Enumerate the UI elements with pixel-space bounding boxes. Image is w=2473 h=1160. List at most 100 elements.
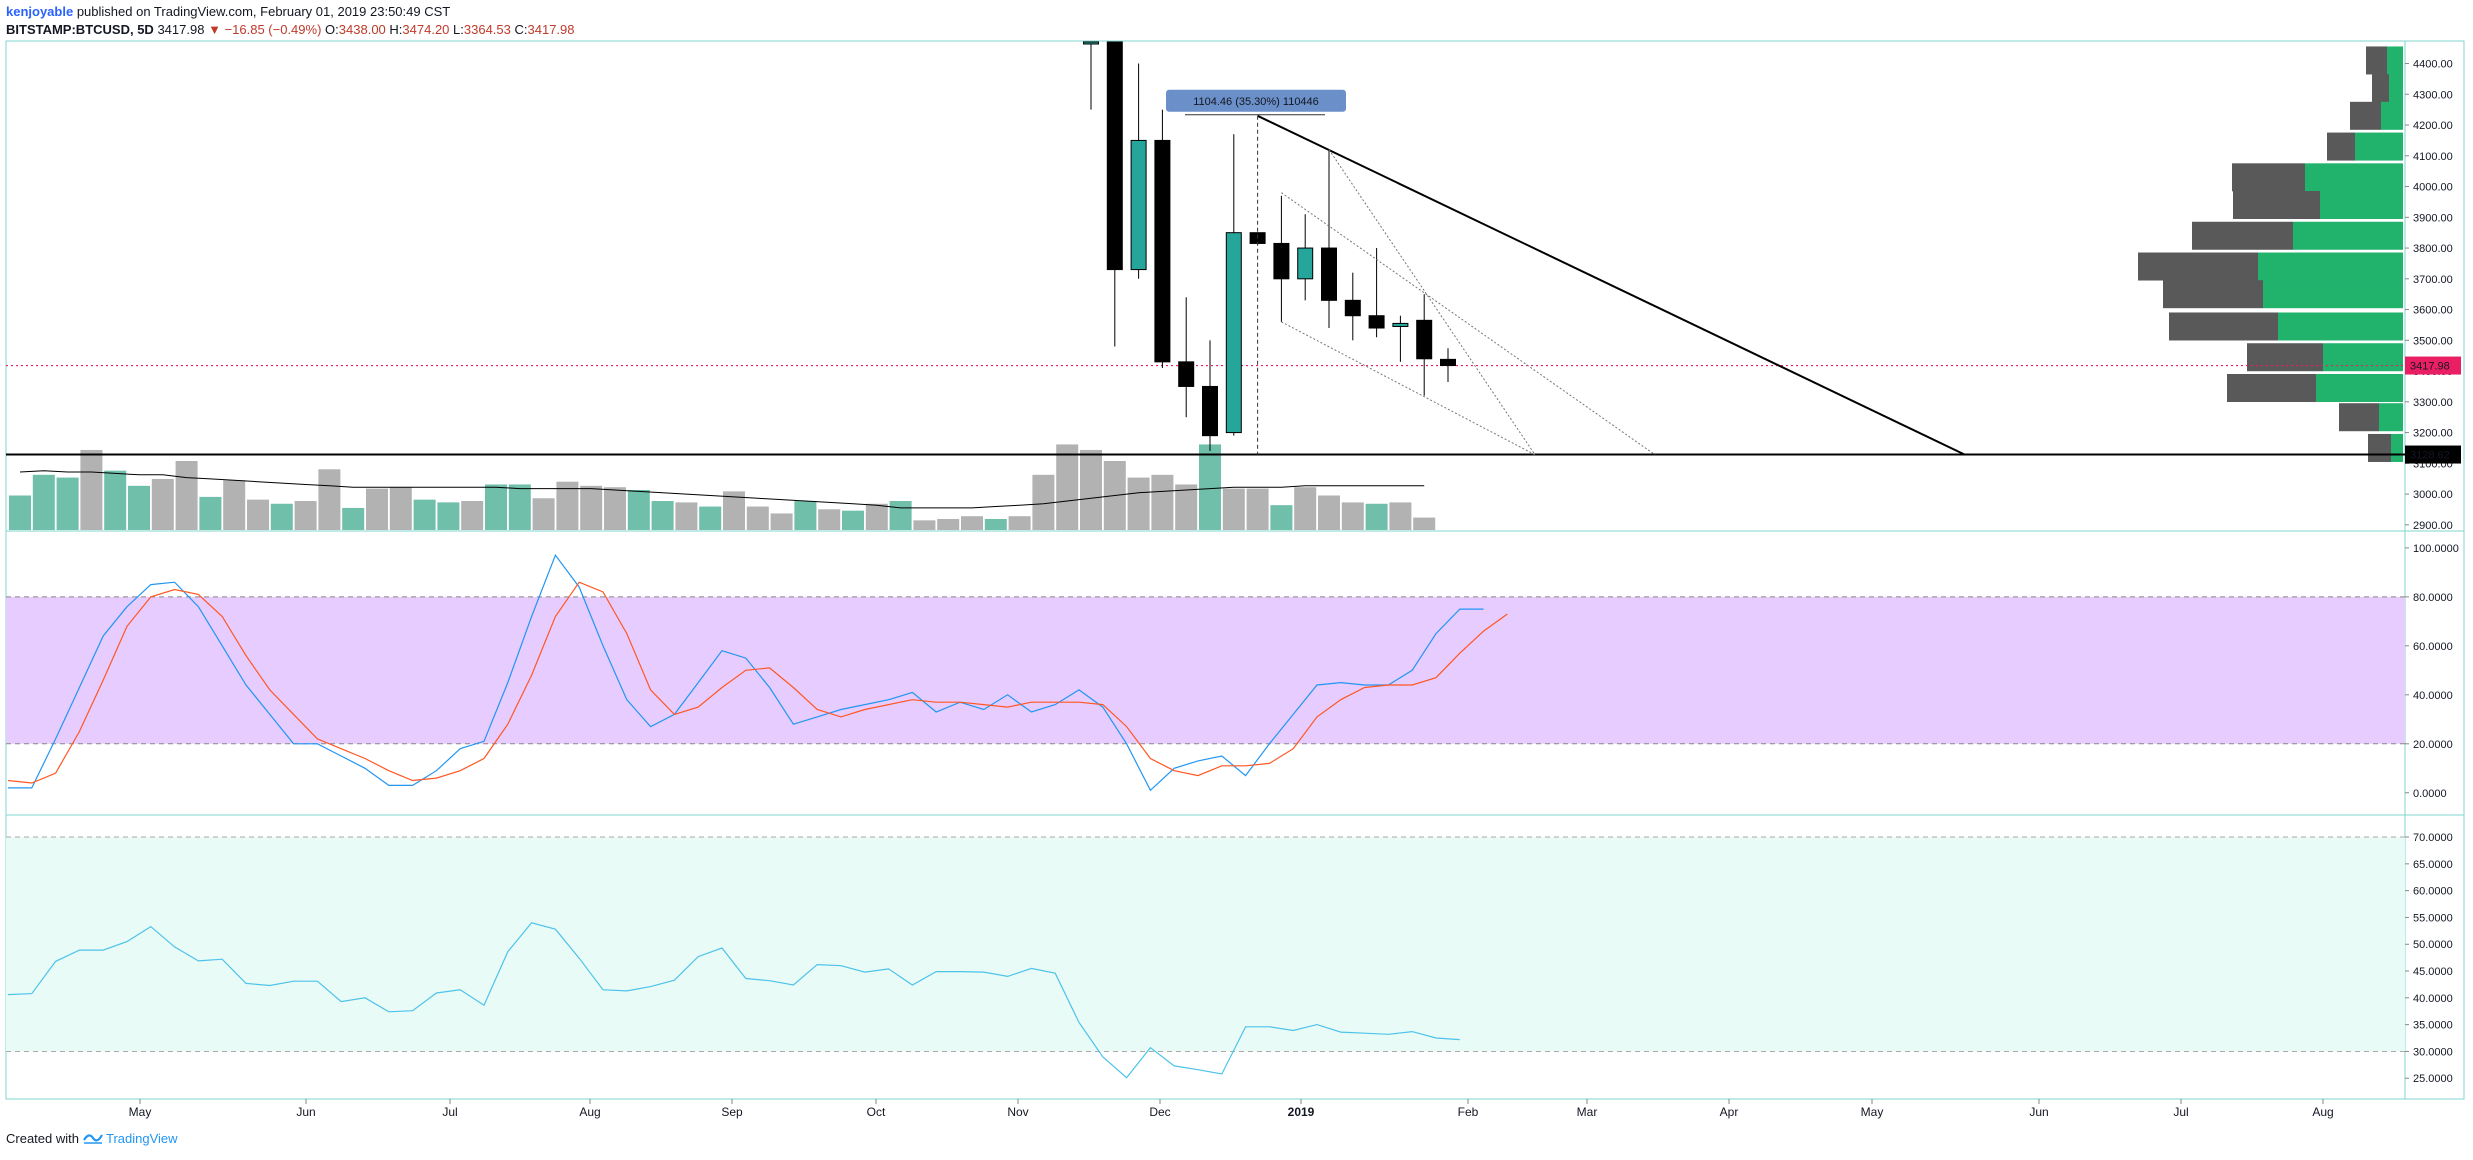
volume-profile-green xyxy=(2293,221,2403,250)
candle-body xyxy=(1178,361,1195,387)
volume-profile-dark xyxy=(2350,101,2381,130)
rsi-axis-label: 0.0000 xyxy=(2413,788,2447,800)
change-arrow-icon: ▼ xyxy=(208,22,221,37)
volume-bar xyxy=(1008,516,1031,530)
volume-bar xyxy=(461,501,484,530)
price-axis-label: 4300.00 xyxy=(2413,89,2453,101)
volume-bar xyxy=(318,469,341,530)
time-axis-label: Jun xyxy=(296,1105,315,1119)
osc-axis-label: 60.0000 xyxy=(2413,886,2453,898)
volume-ma-line xyxy=(19,470,1425,509)
price-axis-label: 3800.00 xyxy=(2413,243,2453,255)
volume-profile-dark xyxy=(2339,403,2379,432)
volume-bar xyxy=(508,484,531,530)
time-axis-label: Apr xyxy=(1720,1105,1739,1119)
volume-profile-green xyxy=(2381,101,2403,130)
price-axis-label: 3500.00 xyxy=(2413,335,2453,347)
candle-body xyxy=(1392,322,1409,327)
created-with-text: Created with xyxy=(6,1131,79,1146)
volume-bar xyxy=(1032,474,1055,530)
measure-label-box xyxy=(1166,89,1346,112)
stoch-k-line xyxy=(8,553,1484,792)
chart-canvas[interactable]: 4400.00 4300.00 4200.00 4100.00 4000.00 3900.… xyxy=(0,0,2473,1125)
volume-bar xyxy=(1341,502,1364,530)
publish-info: kenjoyable published on TradingView.com,… xyxy=(6,3,450,21)
stoch-d-line xyxy=(7,581,1508,784)
volume-bar xyxy=(80,449,103,530)
osc-axis-label: 65.0000 xyxy=(2413,859,2453,871)
rsi-band xyxy=(6,596,2405,744)
price-axis-label: 4400.00 xyxy=(2413,59,2453,71)
volume-profile-green xyxy=(2391,433,2403,462)
fan-line xyxy=(1328,149,1536,456)
osc-axis-label: 70.0000 xyxy=(2413,832,2453,844)
symbol-name[interactable]: BITSTAMP:BTCUSD, 5D xyxy=(6,22,154,37)
volume-bar xyxy=(1318,495,1340,530)
open-label: O: xyxy=(325,22,339,37)
volume-bar xyxy=(556,481,579,530)
volume-bar xyxy=(342,507,365,530)
footer: Created with TradingView xyxy=(6,1131,178,1146)
high-label: H: xyxy=(389,22,403,37)
volume-profile-dark xyxy=(2169,312,2278,341)
volume-profile-dark xyxy=(2366,46,2387,75)
volume-profile-green xyxy=(2355,132,2403,161)
volume-profile-green xyxy=(2323,343,2403,372)
osc-band xyxy=(6,837,2405,1052)
volume-bar xyxy=(699,506,722,530)
low-value: 3364.53 xyxy=(463,22,511,37)
time-axis-label: Jul xyxy=(2173,1105,2188,1119)
volume-bar xyxy=(199,496,222,530)
volume-bar xyxy=(389,487,412,530)
volume-bar xyxy=(794,501,817,530)
volume-profile-dark xyxy=(2233,191,2320,219)
volume-bar xyxy=(1222,488,1245,530)
candle-body xyxy=(1321,247,1337,301)
price-axis-label: 4000.00 xyxy=(2413,182,2453,194)
volume-bar xyxy=(651,501,674,530)
osc-axis-label: 50.0000 xyxy=(2413,939,2453,951)
osc-axis-label: 30.0000 xyxy=(2413,1046,2453,1058)
candle-body xyxy=(1368,315,1385,329)
volume-bar xyxy=(746,506,769,530)
volume-bar xyxy=(913,520,936,530)
candle-body xyxy=(1154,139,1171,363)
volume-bar xyxy=(1056,444,1079,530)
volume-bar xyxy=(627,489,650,530)
volume-bar xyxy=(270,503,293,530)
osc-axis-label: 45.0000 xyxy=(2413,966,2453,978)
volume-bar xyxy=(675,502,698,530)
volume-bar xyxy=(1246,488,1269,530)
time-axis-label: Jun xyxy=(2029,1105,2048,1119)
rsi-axis-label: 20.0000 xyxy=(2413,739,2453,751)
time-axis-label: Mar xyxy=(1577,1105,1598,1119)
time-axis-label: Feb xyxy=(1458,1105,1479,1119)
volume-bar xyxy=(366,488,388,530)
tradingview-brand[interactable]: TradingView xyxy=(106,1131,178,1146)
rsi-axis-label: 80.0000 xyxy=(2413,592,2453,604)
volume-bar xyxy=(865,503,888,530)
osc-axis-label: 35.0000 xyxy=(2413,1020,2453,1032)
volume-bar xyxy=(770,513,793,530)
open-value: 3438.00 xyxy=(338,22,386,37)
candle-body xyxy=(1273,242,1290,280)
author-link[interactable]: kenjoyable xyxy=(6,4,74,19)
support-price-tag xyxy=(2405,445,2461,464)
volume-bar xyxy=(532,498,555,530)
osc-axis-label: 55.0000 xyxy=(2413,912,2453,924)
volume-bar xyxy=(247,499,269,530)
tradingview-logo-icon xyxy=(82,1134,103,1144)
volume-bar xyxy=(1199,444,1221,530)
close-value: 3417.98 xyxy=(527,22,575,37)
candle-body xyxy=(1202,385,1218,437)
candle-body xyxy=(1130,139,1147,271)
volume-bar xyxy=(9,495,31,530)
volume-bar xyxy=(1080,449,1102,530)
price-axis-label: 3700.00 xyxy=(2413,274,2453,286)
volume-profile-dark xyxy=(2368,433,2391,462)
volume-profile-green xyxy=(2320,191,2403,219)
volume-bar xyxy=(889,501,912,530)
volume-profile-green xyxy=(2305,163,2403,192)
volume-bar xyxy=(175,461,198,530)
rsi-axis-label: 100.0000 xyxy=(2413,543,2459,555)
